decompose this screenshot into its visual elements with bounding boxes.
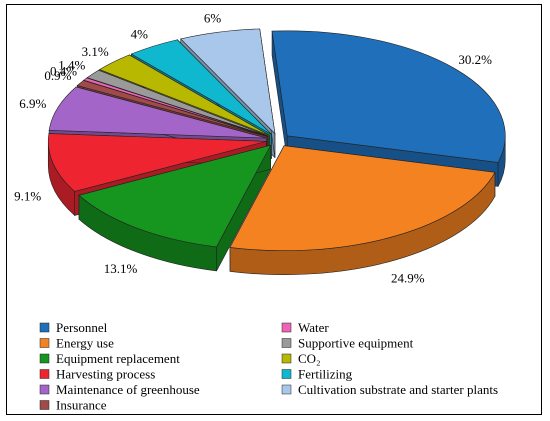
legend-item-equipment-replacement: Equipment replacement bbox=[39, 351, 180, 366]
legend-label: Supportive equipment bbox=[298, 336, 414, 351]
legend-item-supportive-equipment: Supportive equipment bbox=[281, 336, 414, 351]
slice-equipment-replacement bbox=[78, 144, 272, 272]
legend-item-personnel: Personnel bbox=[39, 320, 108, 335]
data-label-water: 0.4% bbox=[50, 63, 77, 78]
legend-label: Insurance bbox=[56, 398, 107, 413]
legend-item-co: CO₂ bbox=[281, 351, 321, 366]
legend-label: Personnel bbox=[56, 320, 108, 335]
data-label-equipment-replacement: 13.1% bbox=[104, 261, 138, 276]
data-label-harvesting-process: 9.1% bbox=[14, 188, 41, 203]
legend-item-energy-use: Energy use bbox=[39, 336, 114, 351]
legend-swatch bbox=[39, 400, 50, 410]
legend-item-insurance: Insurance bbox=[39, 398, 107, 413]
legend-item-water: Water bbox=[281, 320, 329, 335]
legend-label: Equipment replacement bbox=[56, 351, 180, 366]
data-label-energy-use: 24.9% bbox=[391, 270, 425, 285]
data-label-fertilizing: 4% bbox=[131, 26, 149, 41]
data-label-cultivation-substrate-and-starter-plants: 6% bbox=[204, 11, 222, 26]
legend-label: Energy use bbox=[56, 336, 114, 351]
legend-item-harvesting-process: Harvesting process bbox=[39, 367, 155, 382]
legend-item-cultivation-substrate-and-starter-plants: Cultivation substrate and starter plants bbox=[281, 382, 498, 397]
data-label-co: 3.1% bbox=[82, 44, 109, 59]
legend-label: Maintenance of greenhouse bbox=[56, 382, 200, 397]
legend-swatch bbox=[281, 322, 292, 333]
data-label-maintenance-of-greenhouse: 6.9% bbox=[19, 96, 46, 111]
chart-frame bbox=[6, 4, 542, 415]
legend-swatch bbox=[281, 338, 292, 348]
legend-swatch bbox=[39, 353, 50, 364]
data-label-supportive-equipment: 1.4% bbox=[58, 58, 85, 73]
legend-swatch bbox=[39, 369, 50, 379]
legend-item-fertilizing: Fertilizing bbox=[281, 367, 353, 382]
legend-swatch bbox=[39, 338, 50, 348]
data-label-personnel: 30.2% bbox=[458, 52, 492, 67]
legend-label: Harvesting process bbox=[56, 367, 155, 382]
legend-swatch bbox=[281, 353, 292, 364]
legend-label: CO₂ bbox=[298, 351, 321, 366]
data-label-insurance: 0.9% bbox=[44, 68, 71, 83]
legend-swatch bbox=[281, 384, 292, 395]
legend-swatch bbox=[39, 384, 50, 395]
legend-label: Fertilizing bbox=[298, 367, 353, 382]
legend-item-maintenance-of-greenhouse: Maintenance of greenhouse bbox=[39, 382, 200, 397]
legend-label: Cultivation substrate and starter plants bbox=[298, 382, 498, 397]
legend-label: Water bbox=[298, 320, 329, 335]
legend-swatch bbox=[39, 322, 50, 333]
legend-swatch bbox=[281, 369, 292, 379]
slice-energy-use bbox=[229, 145, 496, 275]
